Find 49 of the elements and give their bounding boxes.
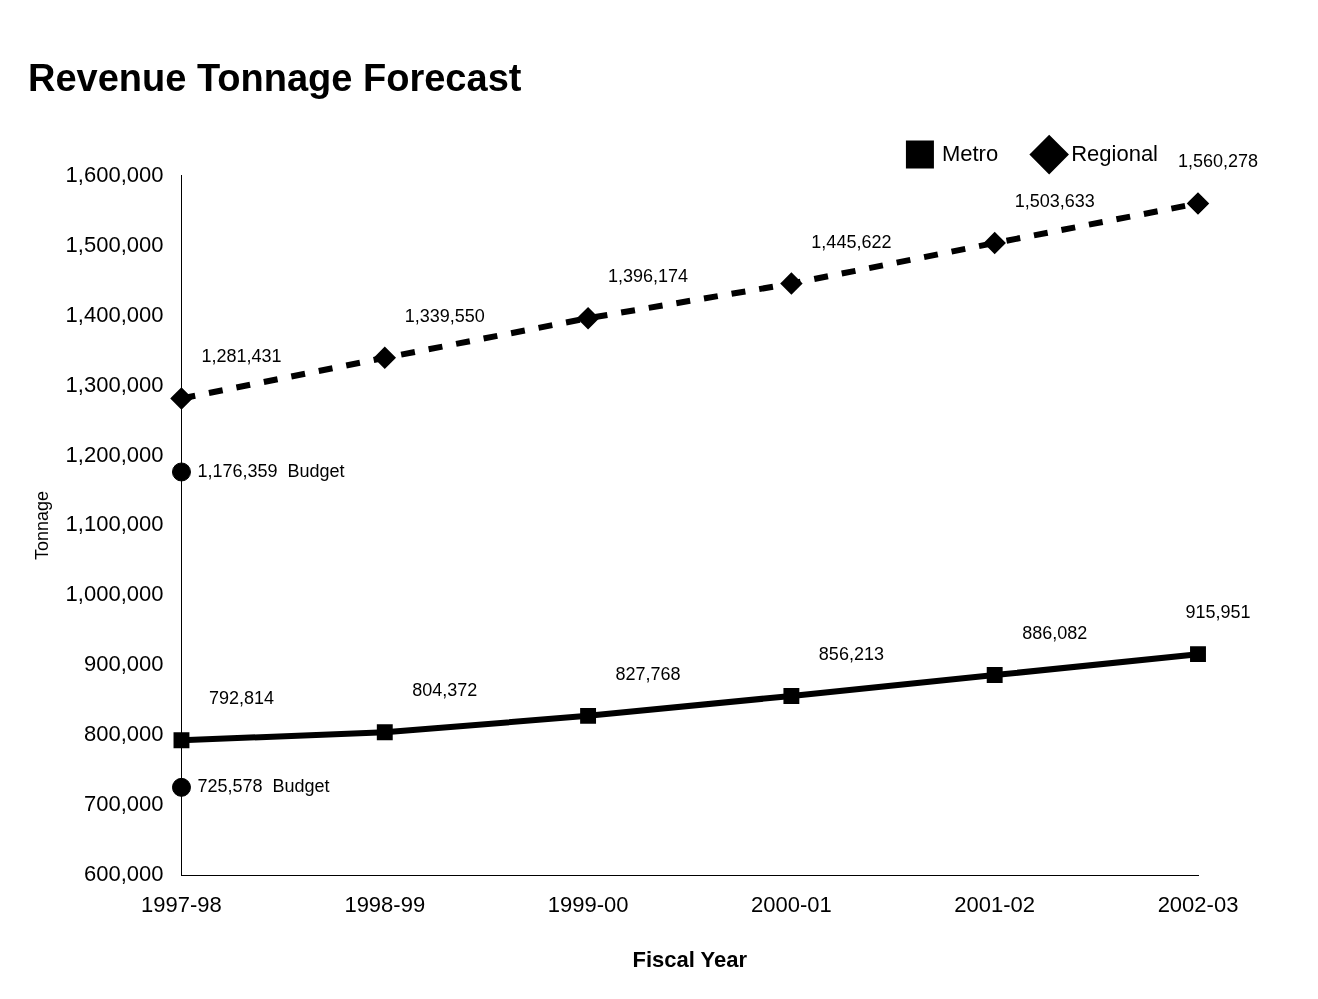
data-label: 886,082 [1022, 623, 1088, 644]
y-tick-label: 600,000 [83, 861, 164, 887]
point [783, 688, 800, 704]
data-label: 1,176,359 Budget [197, 460, 345, 481]
y-tick-label: 800,000 [83, 721, 164, 747]
data-label: 804,372 [412, 680, 478, 701]
x-tick-label: 1997-98 [141, 892, 222, 918]
x-tick-label: 1998-99 [344, 892, 426, 918]
y-tick-label: 900,000 [83, 651, 164, 677]
legend-label: Regional [1071, 140, 1158, 166]
y-tick-label: 1,400,000 [65, 301, 164, 327]
point [1190, 646, 1206, 663]
y-tick-label: 1,500,000 [65, 231, 164, 257]
data-label: 827,768 [615, 663, 681, 684]
point [781, 273, 802, 294]
y-axis-title: Tonnage [31, 490, 52, 560]
data-label: 1,560,278 [1177, 151, 1259, 172]
x-tick-label: 1999-00 [547, 892, 629, 918]
data-label: 856,213 [818, 643, 884, 664]
point [171, 388, 192, 409]
y-tick-label: 1,300,000 [65, 371, 164, 397]
data-label: 1,339,550 [404, 305, 485, 326]
x-axis-title: Fiscal Year [632, 946, 748, 972]
point [171, 462, 191, 482]
point [578, 308, 599, 329]
data-label: 792,814 [208, 688, 275, 709]
chart-title: Revenue Tonnage Forecast [28, 57, 522, 100]
point [984, 233, 1005, 254]
point [986, 667, 1003, 684]
data-label: 1,281,431 [201, 346, 282, 367]
x-tick-label: 2000-01 [751, 892, 832, 918]
y-tick-label: 700,000 [83, 791, 164, 817]
data-label: 1,503,633 [1014, 190, 1095, 211]
y-tick-label: 1,600,000 [65, 161, 164, 187]
point [376, 724, 393, 741]
data-label: 1,445,622 [811, 231, 892, 252]
data-label: 915,951 [1185, 602, 1251, 623]
y-tick-label: 1,000,000 [65, 581, 164, 607]
data-label: 725,578 Budget [197, 776, 330, 797]
data-label: 1,396,174 [608, 266, 689, 287]
y-tick-label: 1,200,000 [65, 441, 164, 467]
point [173, 732, 190, 749]
point [1188, 193, 1208, 214]
point [374, 347, 395, 368]
x-tick-label: 2001-02 [954, 892, 1036, 918]
legend-label: Metro [941, 140, 999, 166]
y-tick-label: 1,100,000 [65, 511, 164, 537]
point [580, 707, 597, 724]
x-tick-label: 2002-03 [1157, 892, 1239, 918]
